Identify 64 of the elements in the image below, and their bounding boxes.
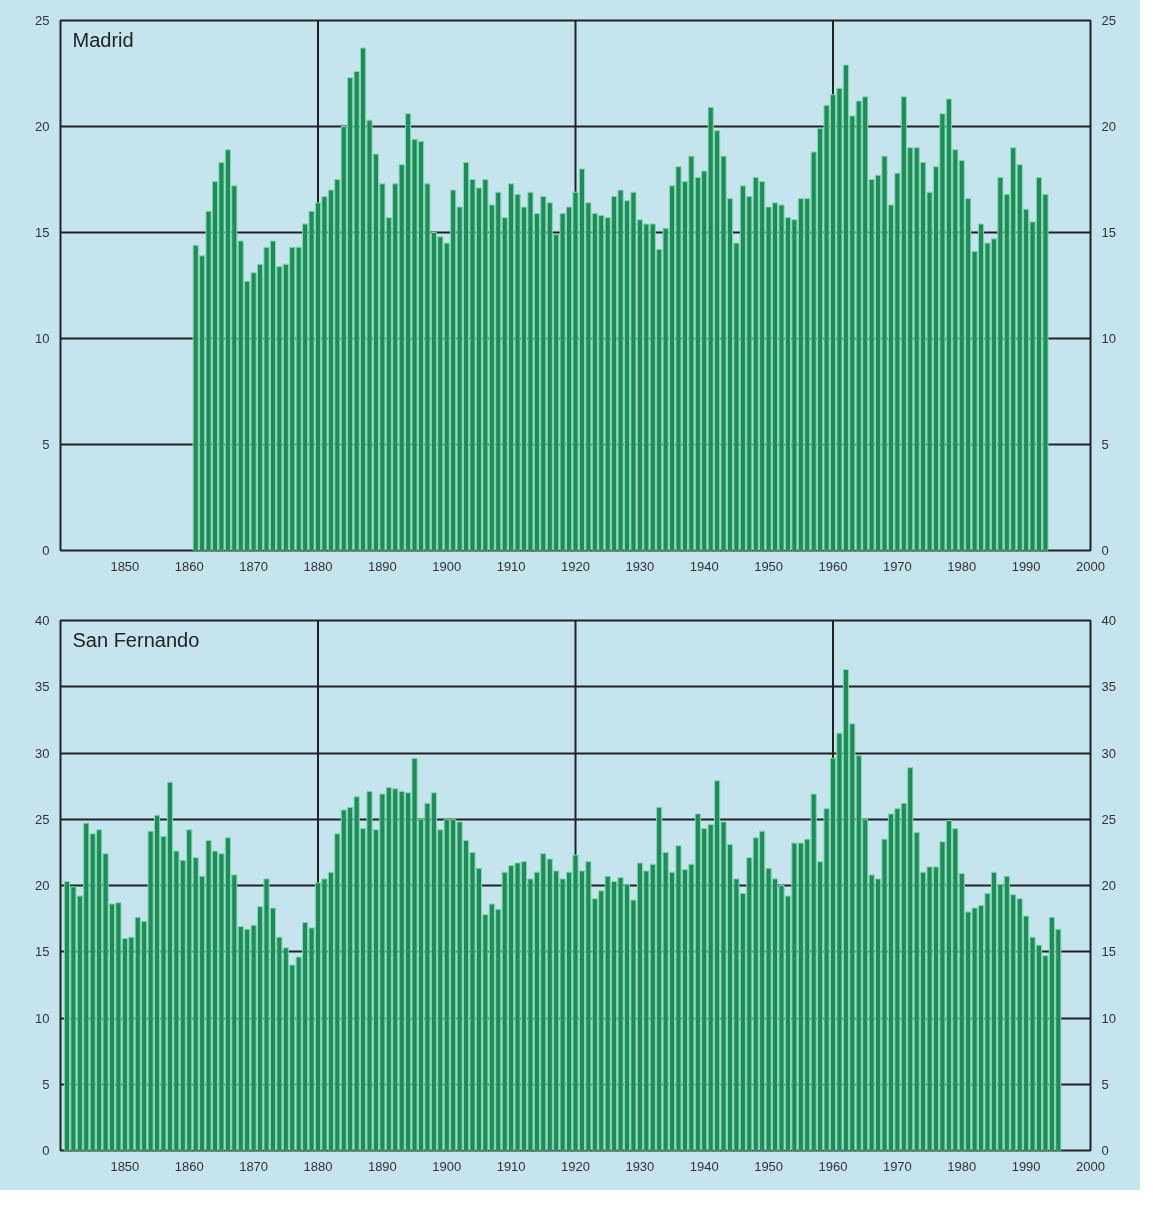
y-tick-label: 10 [35, 331, 50, 346]
y2-tick-label: 20 [1101, 119, 1116, 134]
y2-tick-label: 0 [1101, 543, 1109, 558]
x-tick-label: 1870 [239, 1158, 269, 1174]
x-tick-label: 1930 [625, 1158, 655, 1174]
y2-tick-label: 15 [1101, 225, 1116, 240]
y2-tick-label: 20 [1101, 878, 1116, 893]
y2-tick-label: 40 [1101, 613, 1116, 628]
y-tick-label: 10 [35, 1010, 50, 1026]
y2-tick-label: 5 [1101, 1076, 1109, 1092]
x-tick-label: 1960 [818, 558, 848, 574]
x-tick-label: 1920 [561, 558, 590, 574]
y2-tick-label: 30 [1101, 745, 1116, 761]
y-tick-label: 25 [35, 811, 50, 827]
x-tick-label: 1910 [496, 1158, 526, 1174]
x-tick-label: 1880 [303, 558, 333, 574]
x-tick-label: 1890 [367, 1158, 397, 1174]
y2-tick-label: 0 [1101, 1143, 1109, 1158]
x-tick-label: 1900 [432, 558, 462, 574]
y2-tick-label: 10 [1101, 1010, 1116, 1026]
y2-tick-label: 10 [1101, 331, 1116, 346]
x-tick-label: 1990 [1011, 1158, 1041, 1174]
y2-tick-label: 25 [1101, 811, 1116, 827]
x-tick-label: 1910 [496, 558, 526, 574]
y-tick-label: 15 [35, 225, 50, 240]
y-tick-label: 30 [35, 745, 50, 761]
x-tick-label: 1990 [1011, 558, 1041, 574]
y2-tick-label: 35 [1101, 679, 1116, 695]
y-tick-label: 35 [35, 679, 50, 695]
y-tick-label: 25 [35, 13, 50, 28]
chart-title: Madrid [72, 28, 134, 51]
x-tick-label: 2000 [1076, 558, 1105, 574]
x-tick-label: 1870 [239, 558, 269, 574]
x-tick-label: 1880 [303, 1158, 333, 1174]
x-tick-label: 1950 [754, 558, 784, 574]
x-tick-label: 1940 [689, 1158, 719, 1174]
y-tick-label: 5 [42, 1076, 50, 1092]
x-tick-label: 1860 [174, 1158, 204, 1174]
y-tick-label: 40 [35, 613, 50, 628]
y-tick-label: 20 [35, 119, 50, 134]
y-tick-label: 0 [42, 543, 50, 558]
y2-tick-label: 5 [1101, 437, 1109, 452]
x-tick-label: 1960 [818, 1158, 848, 1174]
y-tick-label: 0 [42, 1143, 50, 1158]
x-tick-label: 1920 [561, 1158, 590, 1174]
x-tick-label: 1930 [625, 558, 655, 574]
y-tick-label: 15 [35, 944, 50, 960]
x-tick-label: 2000 [1076, 1158, 1105, 1174]
x-tick-label: 1980 [947, 1158, 977, 1174]
x-tick-label: 1950 [754, 1158, 784, 1174]
y2-tick-label: 15 [1101, 944, 1116, 960]
y2-tick-label: 25 [1101, 13, 1116, 28]
y-tick-label: 20 [35, 878, 50, 893]
chart-title: San Fernando [72, 628, 200, 651]
x-tick-label: 1850 [110, 558, 140, 574]
x-tick-label: 1900 [432, 1158, 462, 1174]
x-tick-label: 1860 [174, 558, 204, 574]
x-tick-label: 1890 [367, 558, 397, 574]
x-tick-label: 1850 [110, 1158, 140, 1174]
x-tick-label: 1980 [947, 558, 977, 574]
y-tick-label: 5 [42, 437, 50, 452]
x-tick-label: 1940 [689, 558, 719, 574]
x-tick-label: 1970 [882, 558, 912, 574]
x-tick-label: 1970 [882, 1158, 912, 1174]
